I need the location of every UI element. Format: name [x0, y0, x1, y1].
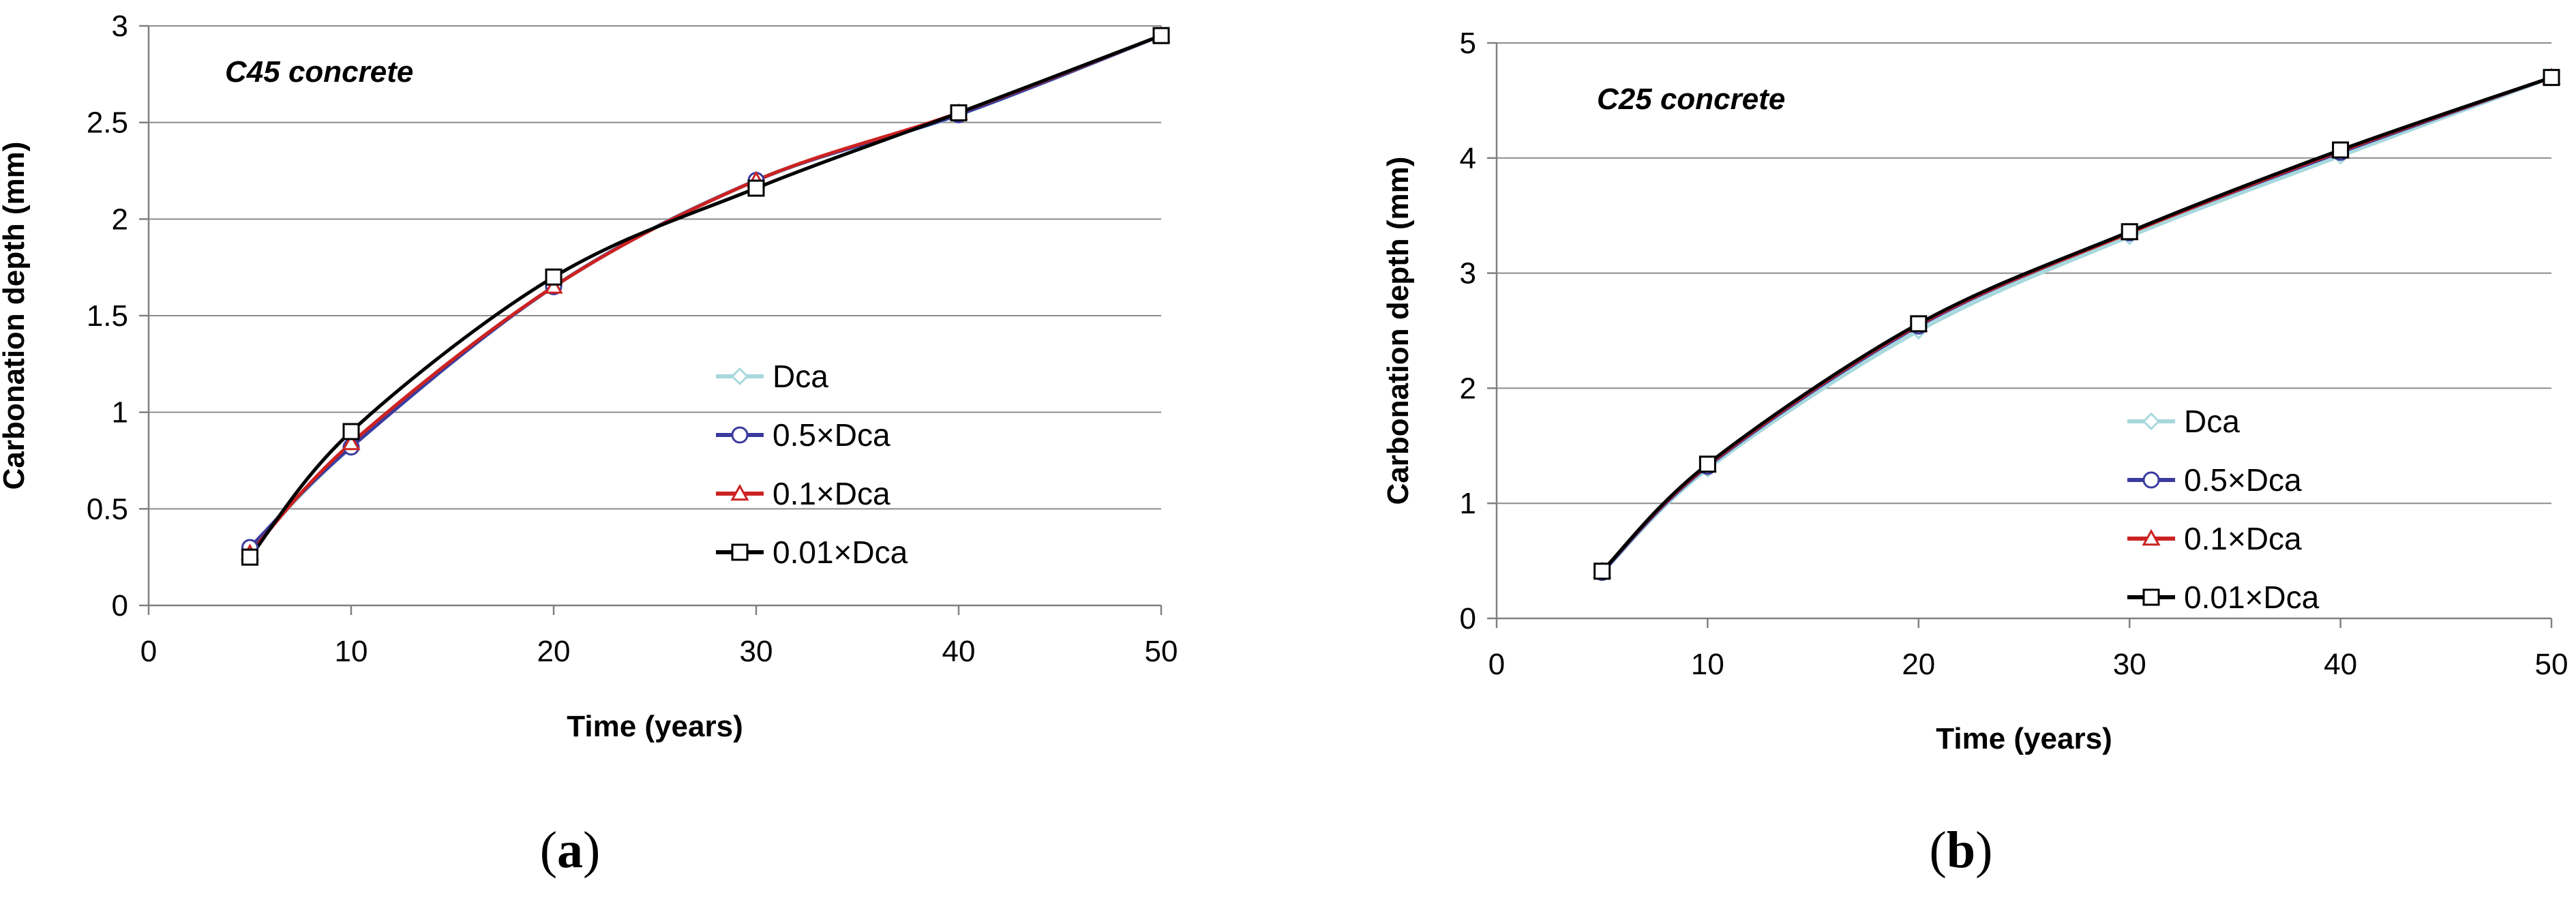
x-tick-label: 30 [2113, 648, 2146, 681]
y-axis-title: Carbonation depth (mm) [0, 142, 31, 490]
legend-label: Dca [2184, 404, 2240, 439]
data-point [342, 433, 361, 451]
x-tick-label: 20 [537, 635, 571, 668]
legend-label: 0.1×Dca [2184, 521, 2302, 556]
x-tick-label: 50 [1145, 635, 1178, 668]
series-line [1600, 76, 2552, 573]
x-tick-label: 50 [2535, 648, 2568, 681]
data-point [2121, 223, 2138, 241]
legend-label: 0.5×Dca [2184, 462, 2302, 498]
legend-marker [730, 367, 749, 386]
data-point [545, 268, 563, 286]
data-point [544, 277, 563, 294]
y-tick-label: 1.5 [87, 299, 128, 333]
data-point [1698, 455, 1716, 473]
y-tick-label: 2 [112, 202, 128, 236]
y-tick-label: 5 [1460, 27, 1476, 60]
x-tick-label: 10 [335, 635, 368, 668]
data-point [1152, 27, 1170, 44]
legend-marker [731, 543, 749, 561]
data-point [241, 548, 258, 566]
legend-marker [2142, 588, 2160, 606]
legend-label: 0.5×Dca [773, 417, 890, 453]
x-tick-label: 0 [1488, 648, 1505, 681]
series-line [248, 33, 1162, 549]
legend-marker [730, 483, 749, 501]
y-tick-label: 0.5 [87, 492, 128, 526]
legend-label: 0.01×Dca [773, 535, 908, 570]
x-tick-label: 30 [740, 635, 773, 668]
legend-label: 0.01×Dca [2184, 580, 2320, 615]
y-tick-label: 2.5 [87, 106, 128, 140]
legend-marker [2142, 471, 2160, 489]
data-point [950, 104, 968, 121]
y-tick-label: 3 [112, 10, 128, 43]
data-point [1910, 315, 1928, 333]
data-point [2543, 69, 2560, 87]
series-line [248, 33, 1163, 551]
y-tick-label: 0 [112, 589, 128, 622]
y-tick-label: 2 [1460, 372, 1476, 405]
x-axis-title: Time (years) [1936, 722, 2112, 755]
y-axis-title: Carbonation depth (mm) [1381, 157, 1415, 505]
x-tick-label: 10 [1691, 648, 1724, 681]
y-tick-label: 4 [1460, 142, 1476, 175]
panel-label: (a) [540, 822, 601, 879]
chart-annotation: C25 concrete [1597, 82, 1785, 116]
data-point [1593, 562, 1611, 580]
legend-label: Dca [773, 359, 828, 394]
series-line [1600, 76, 2552, 574]
x-tick-label: 20 [1902, 648, 1935, 681]
x-tick-label: 0 [140, 635, 157, 668]
chart-annotation: C45 concrete [225, 55, 413, 89]
legend-marker [731, 426, 749, 444]
y-tick-label: 1 [1460, 487, 1476, 520]
data-point [342, 423, 360, 440]
data-point [747, 179, 765, 197]
x-tick-label: 40 [2324, 648, 2357, 681]
legend-marker [2142, 528, 2161, 546]
legend-label: 0.1×Dca [773, 476, 890, 511]
y-tick-label: 0 [1460, 602, 1476, 635]
series-line [248, 33, 1162, 558]
y-tick-label: 3 [1460, 257, 1476, 290]
x-axis-title: Time (years) [567, 710, 743, 743]
series-line [1600, 75, 2553, 574]
legend-marker [2142, 412, 2161, 431]
data-point [2332, 141, 2350, 159]
y-tick-label: 1 [112, 396, 128, 430]
panel-label: (b) [1930, 822, 1993, 879]
series-line [1600, 76, 2552, 573]
x-tick-label: 40 [942, 635, 976, 668]
series-line [248, 33, 1162, 555]
